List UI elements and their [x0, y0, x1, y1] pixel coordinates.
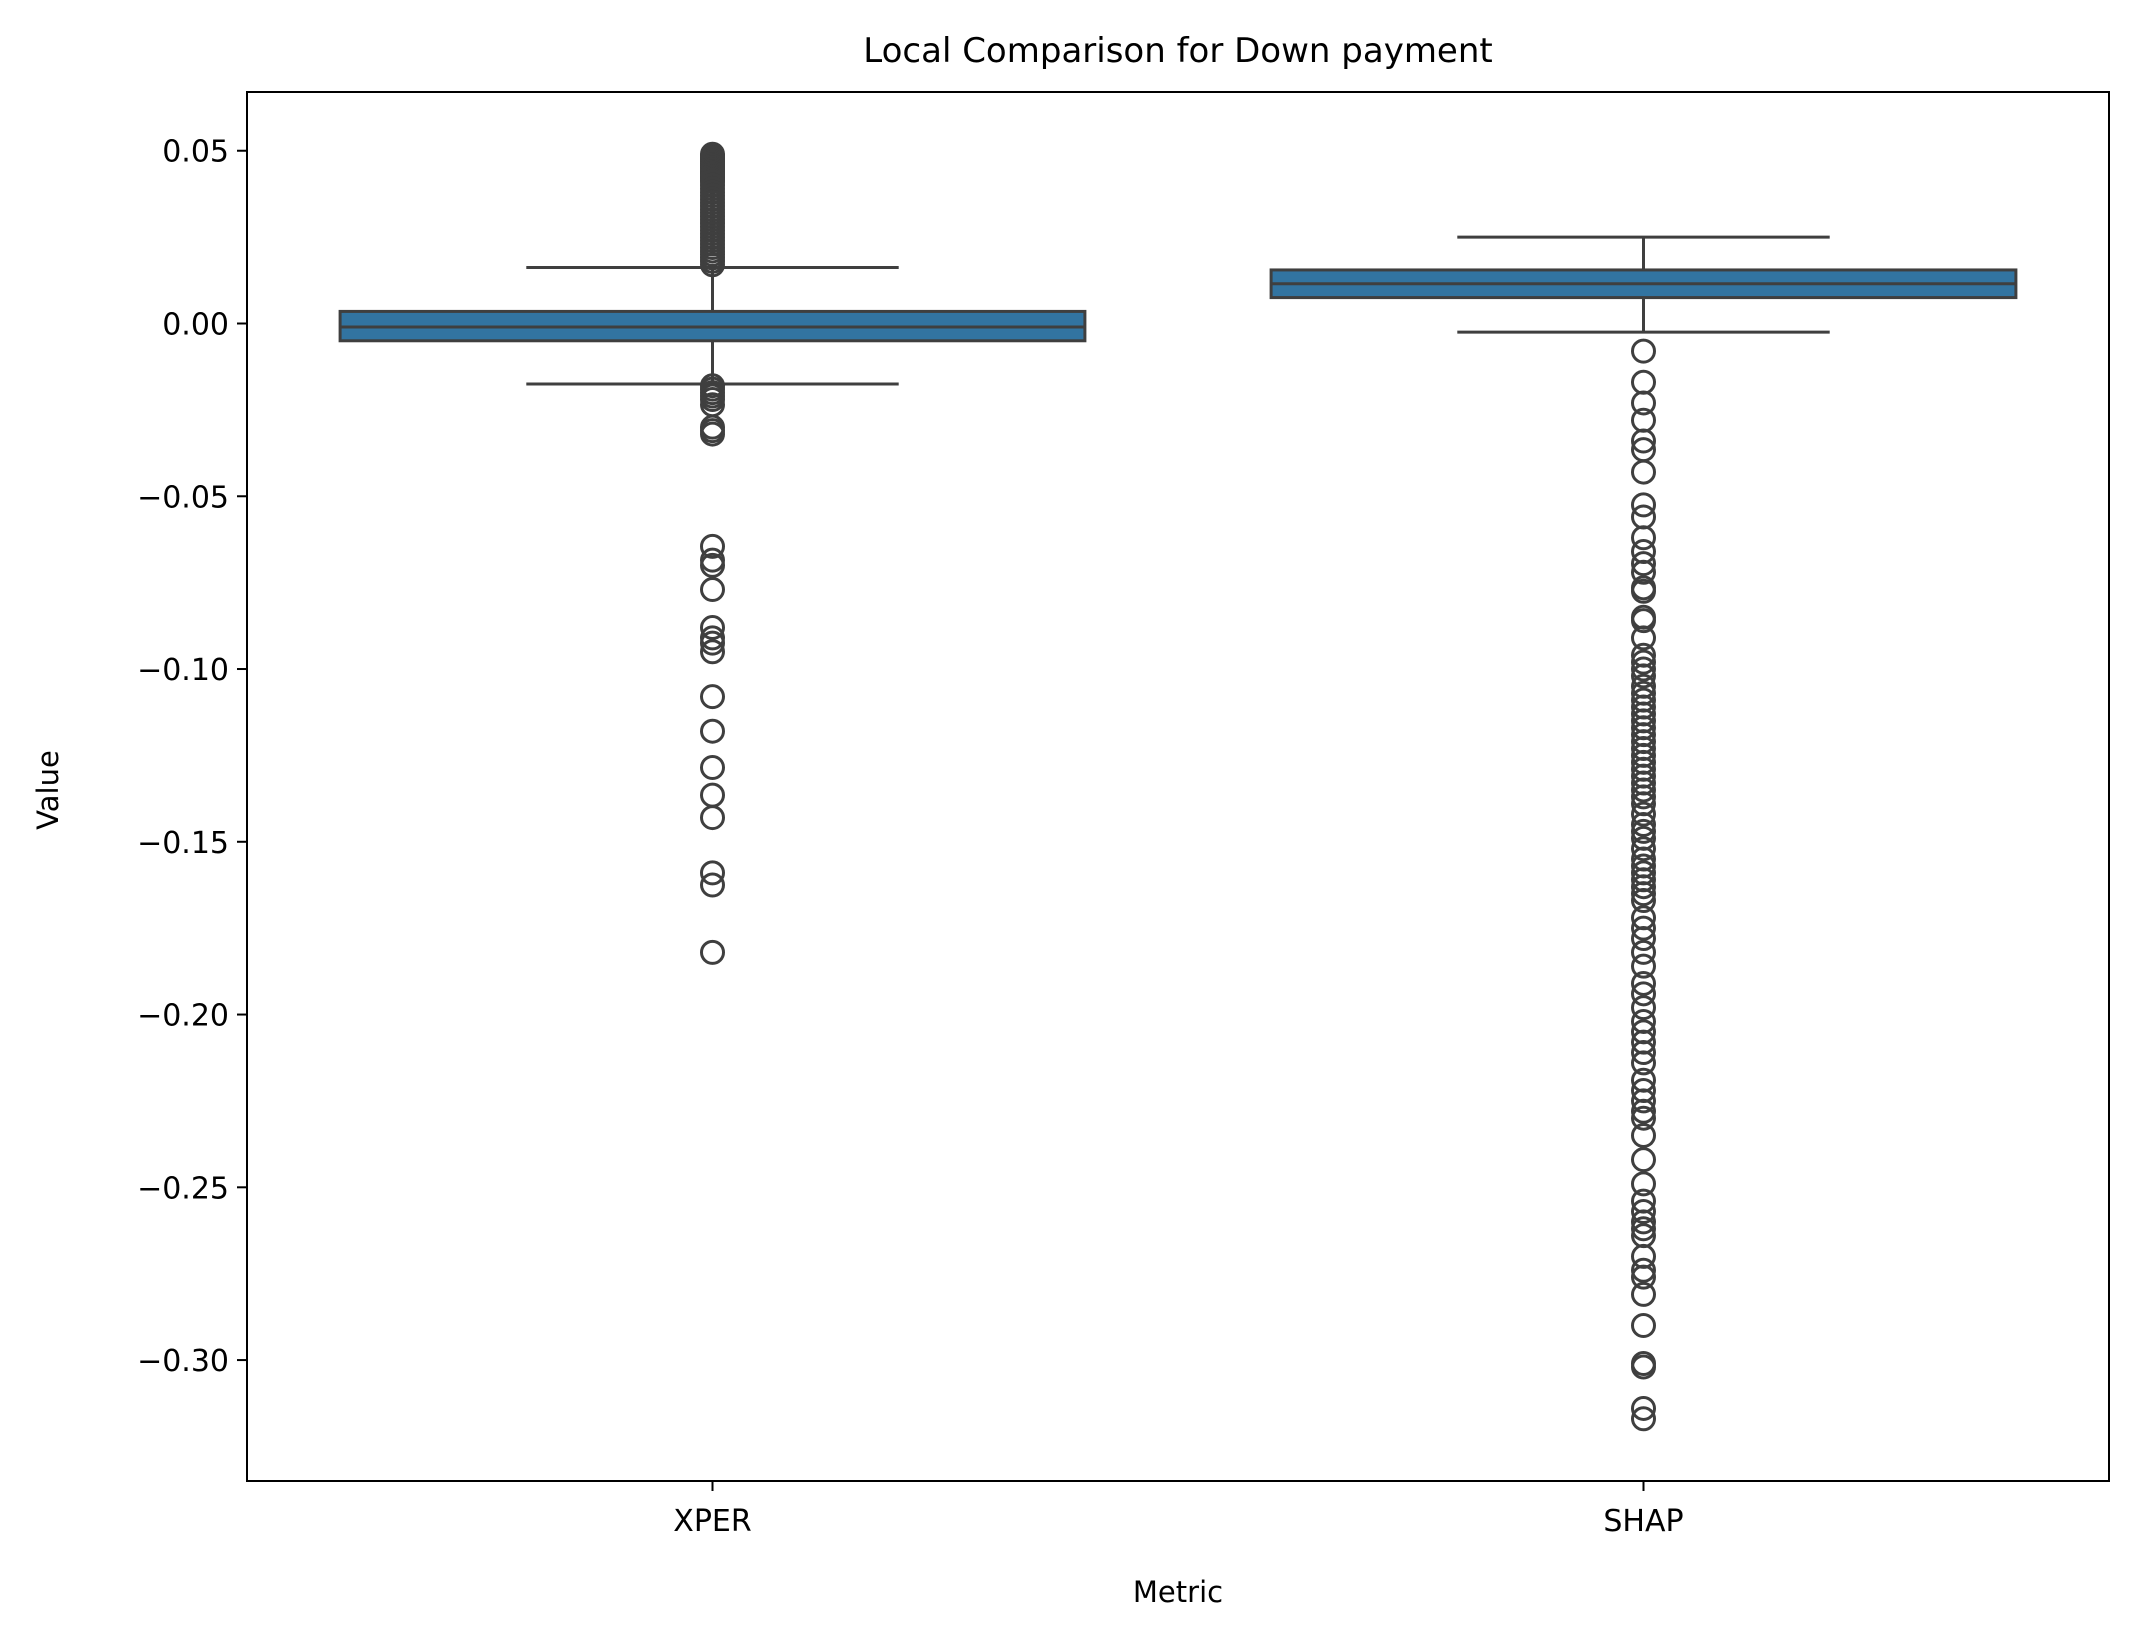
outlier-point	[1631, 1257, 1656, 1283]
plot-frame	[246, 91, 2110, 1482]
box-xper	[338, 141, 1087, 965]
outlier-point	[700, 533, 725, 559]
y-tick-label: 0.00	[162, 308, 229, 343]
outlier-point	[1631, 492, 1656, 518]
outlier-point	[1631, 953, 1656, 979]
outlier-point	[1631, 1209, 1656, 1235]
y-tick-label: −0.05	[137, 480, 229, 515]
outlier-point	[1631, 1264, 1656, 1290]
outlier-point	[1631, 926, 1656, 952]
outlier-point	[1631, 559, 1656, 585]
outlier-point	[1631, 369, 1656, 395]
outlier-point	[1631, 1406, 1656, 1432]
outlier-point	[700, 547, 725, 573]
outlier-point	[1631, 1088, 1656, 1114]
chart-title: Local Comparison for Down payment	[863, 31, 1492, 71]
outlier-point	[700, 252, 725, 278]
outlier-point	[1631, 338, 1656, 364]
outlier-point	[700, 718, 725, 744]
outlier-point	[1631, 970, 1656, 996]
outlier-point	[700, 421, 725, 447]
y-tick-label: −0.25	[137, 1171, 229, 1206]
outlier-point	[1631, 525, 1656, 551]
outlier-point	[1631, 777, 1656, 803]
outlier-point	[1631, 1098, 1656, 1124]
outlier-point	[1631, 801, 1656, 827]
outlier-point	[1631, 995, 1656, 1021]
outlier-point	[1631, 915, 1656, 941]
outlier-point	[700, 630, 725, 656]
outlier-point	[1631, 1313, 1656, 1339]
outlier-point	[1631, 608, 1656, 634]
outlier-point	[1631, 981, 1656, 1007]
outlier-point	[1631, 888, 1656, 914]
x-tick-label: XPER	[673, 1504, 751, 1539]
outlier-point	[1631, 1147, 1656, 1173]
x-tick-label: SHAP	[1603, 1504, 1683, 1539]
outlier-point	[700, 639, 725, 665]
y-tick-label: −0.20	[137, 999, 229, 1034]
outlier-point	[700, 939, 725, 965]
y-tick-label: −0.10	[137, 653, 229, 688]
outlier-point	[1631, 1105, 1656, 1131]
outlier-point	[1631, 1395, 1656, 1421]
outlier-point	[700, 615, 725, 641]
outlier-point	[1631, 939, 1656, 965]
outlier-point	[700, 782, 725, 808]
y-tick-label: −0.30	[137, 1344, 229, 1379]
outlier-point	[700, 872, 725, 898]
outlier-point	[1631, 1281, 1656, 1307]
y-axis: 0.05 0.00 −0.05 −0.10 −0.15 −0.20 −0.25 −0.30	[137, 135, 247, 1379]
outlier-point	[1631, 625, 1656, 651]
outlier-point	[1631, 836, 1656, 862]
outlier-point	[700, 577, 725, 603]
plot-area	[338, 141, 2018, 1432]
outlier-point	[1631, 656, 1656, 682]
outlier-point	[1631, 1198, 1656, 1224]
outlier-point	[1631, 1050, 1656, 1076]
outlier-point	[1631, 812, 1656, 838]
x-axis-label: Metric	[1133, 1575, 1223, 1609]
outlier-point	[1631, 663, 1656, 689]
outlier-point	[700, 684, 725, 710]
outlier-point	[1631, 578, 1656, 604]
outlier-point	[700, 805, 725, 831]
outlier-point	[1631, 1040, 1656, 1066]
outlier-point	[700, 860, 725, 886]
outlier-point	[1631, 459, 1656, 485]
x-axis: XPER SHAP	[673, 1481, 1684, 1539]
y-tick-label: −0.15	[137, 826, 229, 861]
y-tick-label: 0.05	[162, 135, 229, 170]
outlier-point	[1631, 1354, 1656, 1380]
outlier-point	[1631, 818, 1656, 844]
outlier-point	[700, 754, 725, 780]
outlier-point	[1631, 881, 1656, 907]
outlier-point	[1631, 428, 1656, 454]
outlier-point	[1631, 649, 1656, 675]
outlier-point	[1631, 1171, 1656, 1197]
y-axis-label: Value	[31, 750, 65, 830]
outlier-point	[1631, 1122, 1656, 1148]
outlier-point	[1631, 1216, 1656, 1242]
outlier-point	[1631, 551, 1656, 577]
outlier-point	[1631, 874, 1656, 900]
outlier-point	[1631, 390, 1656, 416]
box-shap	[1269, 235, 2018, 1432]
outlier-point	[1631, 784, 1656, 810]
outlier-point	[700, 552, 725, 578]
